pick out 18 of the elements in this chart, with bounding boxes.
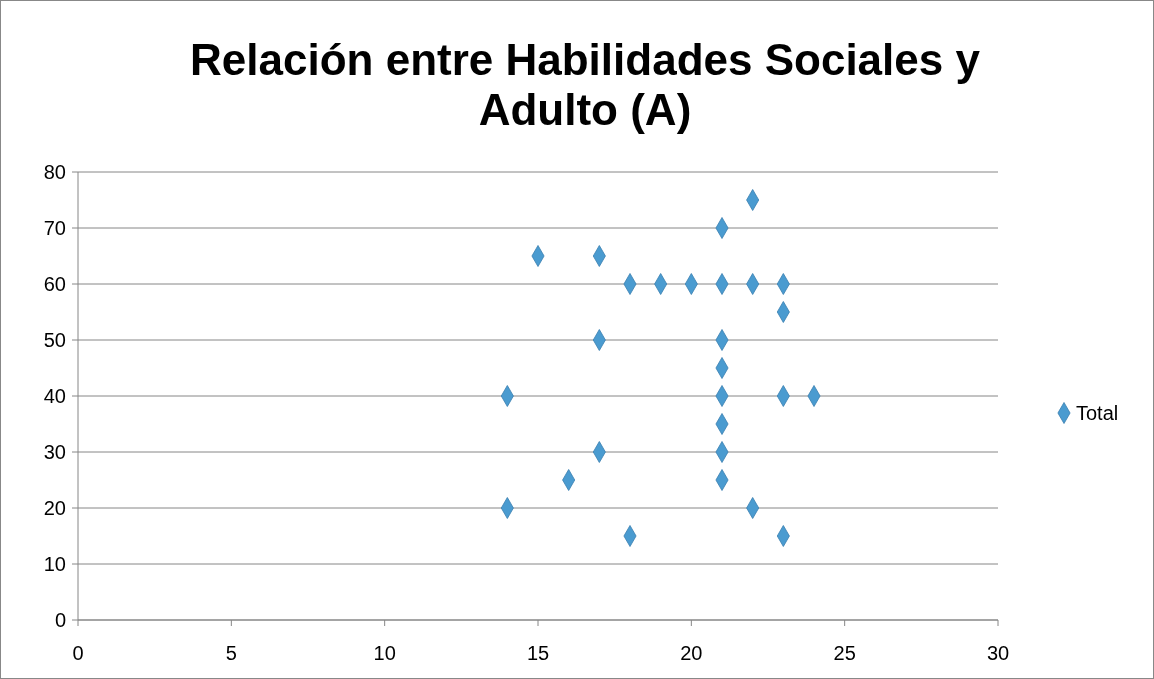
- y-tick-label: 50: [43, 329, 66, 351]
- x-tick-label: 0: [72, 642, 84, 664]
- y-tick-label: 20: [43, 497, 66, 519]
- y-tick-label: 60: [43, 273, 66, 295]
- y-tick-label: 80: [43, 161, 66, 183]
- y-tick-label: 0: [54, 609, 66, 631]
- x-tick-label: 10: [373, 642, 396, 664]
- x-tick-label: 15: [526, 642, 550, 664]
- x-tick-label: 25: [833, 642, 856, 664]
- x-tick-label: 30: [986, 642, 1010, 664]
- y-tick-label: 40: [43, 385, 66, 407]
- legend-label: Total: [1076, 402, 1119, 424]
- x-tick-label: 5: [225, 642, 237, 664]
- y-tick-label: 30: [43, 441, 66, 463]
- chart-title: Relación entre Habilidades Sociales y Adulto (A): [190, 35, 981, 134]
- y-tick-label: 10: [43, 553, 66, 575]
- y-tick-label: 70: [43, 217, 66, 239]
- x-tick-label: 20: [680, 642, 703, 664]
